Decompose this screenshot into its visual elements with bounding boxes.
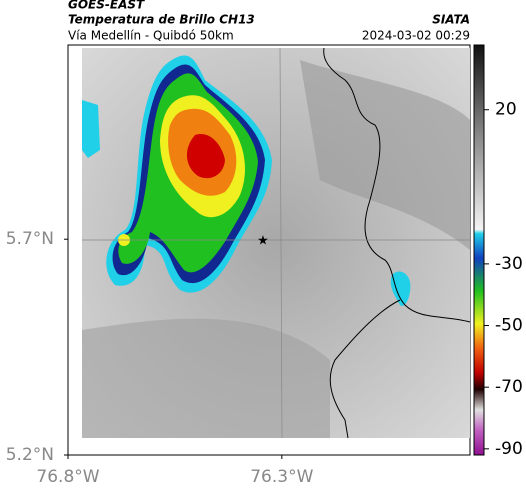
title: Temperatura de Brillo CH13: [68, 13, 255, 27]
colorbar-tick-label: -30: [495, 254, 523, 274]
colorbar-tick-label: 20: [495, 100, 517, 120]
y-tick-label: 5.7°N: [6, 229, 54, 249]
colorbar-tick-label: -90: [495, 439, 523, 459]
svg-text:★: ★: [257, 234, 269, 249]
source: GOES-EAST: [68, 0, 145, 12]
x-tick-label: 76.3°W: [250, 467, 313, 487]
brand: SIATA: [432, 13, 470, 27]
colorbar-tick-label: -70: [495, 377, 523, 397]
map-image: ★: [67, 44, 471, 456]
timestamp: 2024-03-02 00:29: [362, 29, 470, 43]
y-tick-label: 5.2°N: [6, 445, 54, 465]
axes: 76.8°W 76.3°W 5.7°N 5.2°N 20 -30 -50 -70 -90: [6, 100, 523, 487]
header: GOES-EAST Temperatura de Brillo CH13 Vía…: [68, 0, 470, 43]
colorbar: [473, 44, 485, 456]
colorbar-tick-label: -50: [495, 316, 523, 336]
x-tick-label: 76.8°W: [36, 467, 99, 487]
subtitle: Vía Medellín - Quibdó 50km: [68, 29, 234, 43]
